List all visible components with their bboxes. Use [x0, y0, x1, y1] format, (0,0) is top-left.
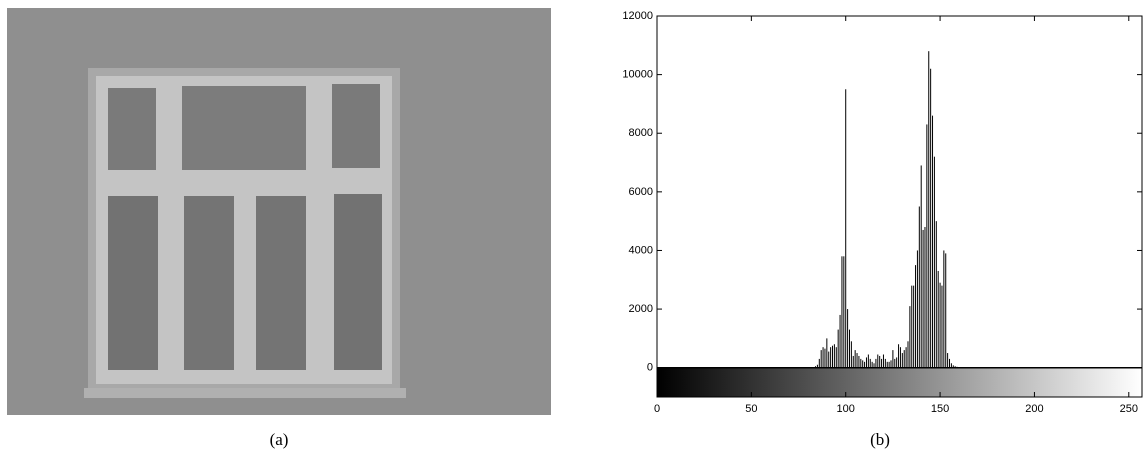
bar: [934, 157, 935, 368]
bar: [851, 341, 852, 367]
bar: [955, 366, 956, 367]
bar: [849, 330, 850, 368]
bar: [870, 359, 871, 368]
bar: [957, 367, 958, 368]
bar: [864, 362, 865, 368]
figure: (a) (b) 0 2000 4000 6000 8000 10000 12000 0 50 10…: [0, 0, 1147, 457]
bar: [911, 286, 912, 368]
bar: [885, 359, 886, 368]
bar: [834, 344, 835, 367]
bar: [858, 356, 859, 368]
bar: [926, 124, 927, 367]
bar: [843, 256, 844, 367]
bar: [924, 227, 925, 368]
y-tick-label: 10000: [622, 69, 653, 81]
x-tick-label: 150: [931, 403, 949, 415]
bar: [874, 363, 875, 367]
bar: [836, 347, 837, 368]
bar: [896, 357, 897, 367]
bar: [840, 315, 841, 368]
photo: [7, 8, 551, 415]
bar: [832, 346, 833, 368]
bar: [941, 286, 942, 368]
bar: [815, 366, 816, 367]
y-tick-label: 4000: [629, 244, 653, 256]
bar: [930, 69, 931, 368]
bar: [824, 349, 825, 368]
bar: [857, 353, 858, 368]
bar: [883, 355, 884, 368]
bar: [841, 256, 842, 367]
x-tick-label: 100: [837, 403, 855, 415]
bar: [845, 89, 846, 367]
bar: [862, 360, 863, 367]
bar: [923, 230, 924, 368]
bar: [936, 221, 937, 368]
bar: [928, 51, 929, 368]
grayscale-bar: [657, 368, 1142, 397]
y-tick-label: 8000: [629, 127, 653, 139]
bar: [838, 330, 839, 368]
bar: [904, 350, 905, 368]
bar: [877, 355, 878, 368]
bar: [847, 309, 848, 368]
bar: [860, 359, 861, 368]
bar: [887, 362, 888, 368]
bar: [940, 283, 941, 368]
bar: [915, 265, 916, 368]
bar: [949, 359, 950, 368]
bar: [855, 350, 856, 368]
bar: [917, 250, 918, 367]
page: {"captions": ["(a)", "(b)"], "chart_data…: [0, 0, 1147, 457]
bar: [907, 341, 908, 367]
bar: [868, 355, 869, 368]
x-tick-label: 200: [1025, 403, 1043, 415]
bar: [892, 350, 893, 368]
bar: [872, 362, 873, 368]
y-tick-label: 0: [647, 362, 653, 374]
bar: [866, 357, 867, 367]
caption: (a): [270, 430, 289, 449]
bar: [828, 352, 829, 368]
bar: [819, 359, 820, 368]
bar: [945, 253, 946, 367]
bar: [853, 356, 854, 368]
y-tick-label: 6000: [629, 186, 653, 198]
bar: [830, 347, 831, 368]
bar: [821, 350, 822, 368]
bar: [938, 271, 939, 368]
bar: [881, 359, 882, 368]
bar: [951, 363, 952, 367]
bar: [932, 116, 933, 368]
y-tick-label: 12000: [622, 10, 653, 22]
bar: [958, 367, 959, 368]
x-tick-label: 50: [745, 403, 757, 415]
bar: [943, 250, 944, 367]
bar: [894, 359, 895, 368]
bar: [953, 365, 954, 367]
bar: [921, 165, 922, 367]
bar: [902, 353, 903, 368]
bar: [900, 347, 901, 368]
bar: [817, 365, 818, 368]
bar: [891, 360, 892, 367]
bar: [823, 347, 824, 368]
bar: [906, 347, 907, 368]
axes-frame: [657, 16, 1142, 397]
bar: [947, 353, 948, 368]
x-tick-label: 250: [1120, 403, 1138, 415]
bar: [889, 362, 890, 368]
bar: [875, 359, 876, 368]
bar: [919, 207, 920, 368]
bar: [909, 306, 910, 368]
caption: (b): [870, 430, 890, 449]
x-tick-label: 0: [654, 403, 660, 415]
bar: [879, 356, 880, 368]
bar: [898, 344, 899, 367]
bar: [826, 338, 827, 367]
bar: [913, 286, 914, 368]
y-tick-label: 2000: [629, 303, 653, 315]
